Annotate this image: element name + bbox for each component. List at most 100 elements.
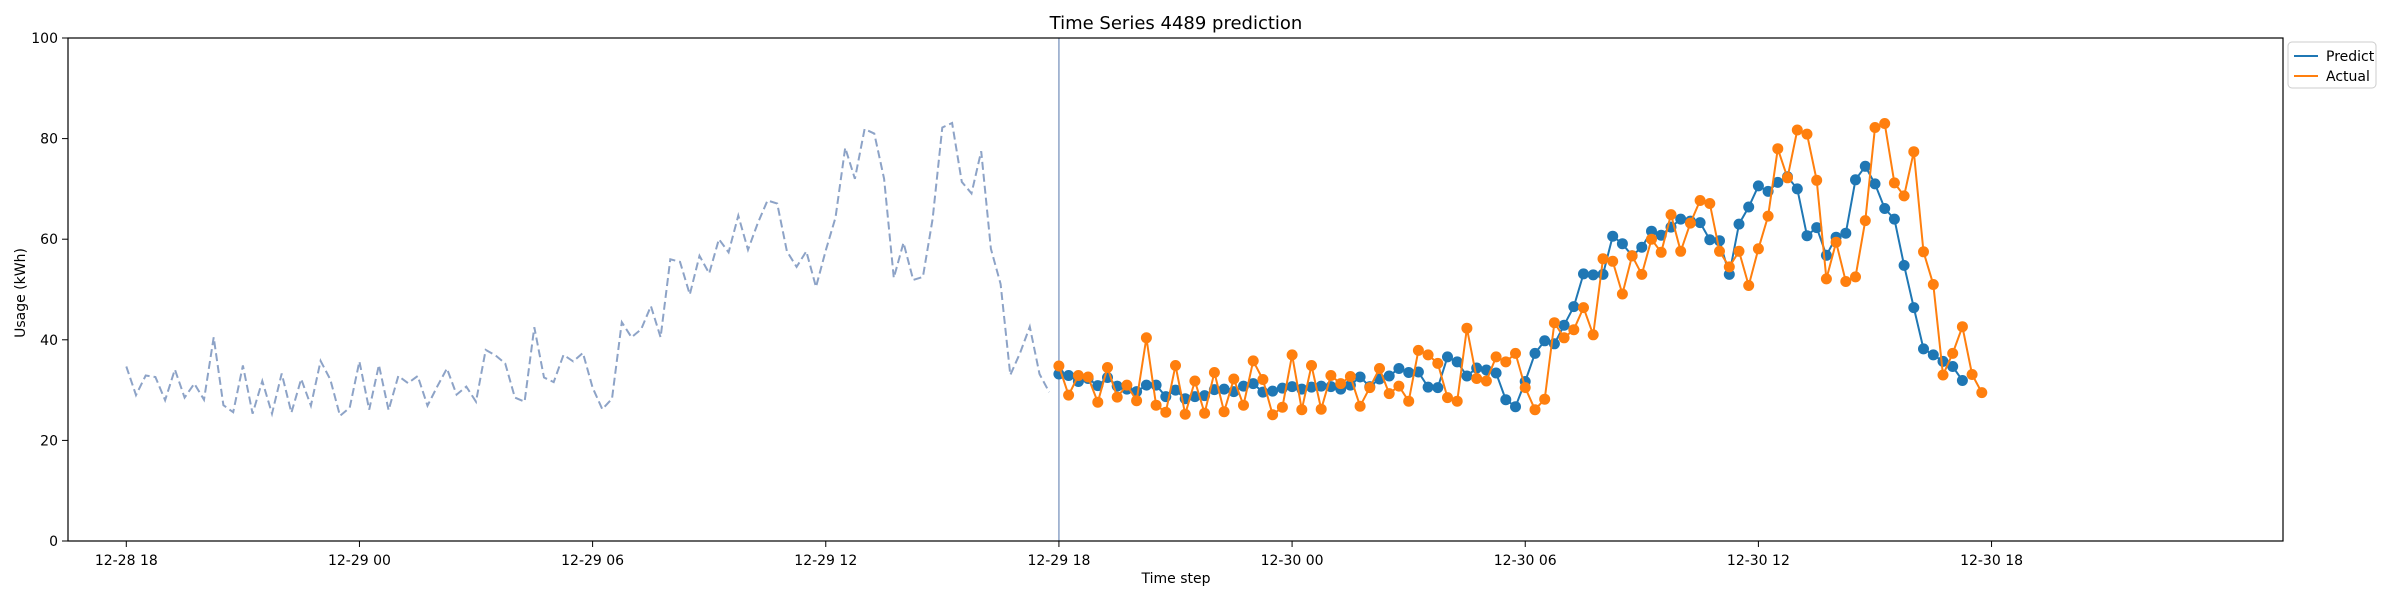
actual-point <box>1626 250 1638 262</box>
predict-point <box>1597 268 1609 280</box>
actual-point <box>1150 399 1162 411</box>
actual-point <box>1723 261 1735 273</box>
legend: Predict Actual <box>2287 41 2377 89</box>
actual-point <box>1072 370 1084 381</box>
actual-point <box>1121 379 1133 391</box>
actual-point <box>1665 209 1677 221</box>
predict-point <box>1947 361 1959 372</box>
predict-point <box>1733 218 1745 230</box>
actual-point <box>1238 399 1249 411</box>
actual-point <box>1636 268 1648 280</box>
actual-point <box>1529 404 1541 416</box>
actual-series-line <box>1057 122 1983 418</box>
x-axis-label: Time step <box>1141 571 1211 587</box>
predict-point <box>1587 269 1599 281</box>
actual-point <box>1082 371 1094 383</box>
predict-point <box>1140 379 1152 391</box>
predict-point <box>1383 370 1395 382</box>
actual-point <box>1597 253 1609 265</box>
actual-point <box>1306 360 1317 371</box>
y-tick-label: 100 <box>31 31 58 47</box>
x-tick-label: 12-30 06 <box>1494 553 1557 569</box>
predict-point <box>1578 268 1589 280</box>
y-axis: 0 20 40 60 80 100 <box>31 31 68 550</box>
actual-point <box>1548 317 1560 329</box>
actual-point <box>1578 302 1589 314</box>
predict-point <box>1218 383 1230 395</box>
actual-point <box>1170 360 1181 371</box>
actual-point <box>1296 404 1308 416</box>
actual-point <box>1102 362 1113 373</box>
predict-point <box>1646 225 1657 237</box>
predict-point <box>1675 213 1687 225</box>
actual-point <box>1519 382 1531 394</box>
y-tick-label: 20 <box>40 433 58 449</box>
actual-point <box>1898 190 1910 202</box>
actual-point <box>1403 395 1415 407</box>
actual-point <box>1199 407 1211 419</box>
actual-point <box>1140 332 1152 344</box>
actual-point <box>1393 380 1405 392</box>
actual-point <box>1053 360 1065 372</box>
actual-point <box>1646 233 1657 245</box>
predict-point <box>1471 362 1483 374</box>
predict-point <box>1510 401 1521 413</box>
actual-point <box>1956 321 1968 333</box>
predict-point <box>1442 351 1453 363</box>
predict-point <box>1092 380 1104 392</box>
predict-point <box>1539 335 1551 347</box>
actual-point <box>1374 363 1385 374</box>
actual-point <box>1704 198 1716 209</box>
chart-title: Time Series 4489 prediction <box>1049 13 1303 34</box>
actual-point <box>1208 367 1220 378</box>
predict-point <box>1752 180 1764 192</box>
predict-point <box>1432 382 1444 394</box>
predict-point <box>1636 241 1648 253</box>
actual-point <box>1762 210 1774 222</box>
actual-point <box>1694 195 1706 206</box>
predict-point <box>1607 230 1619 242</box>
predict-point <box>1403 367 1415 378</box>
actual-point <box>1257 374 1269 385</box>
actual-point <box>1432 357 1444 369</box>
y-axis-label: Usage (kWh) <box>13 248 29 338</box>
x-tick-label: 12-30 12 <box>1727 553 1790 569</box>
actual-point <box>1276 401 1288 413</box>
x-tick-label: 12-30 18 <box>1960 553 2023 569</box>
predict-point <box>1704 234 1716 246</box>
predict-point <box>1918 343 1929 355</box>
actual-point <box>1412 344 1424 356</box>
actual-point <box>1344 371 1356 382</box>
actual-point <box>1286 349 1298 361</box>
actual-point <box>1131 395 1143 407</box>
actual-point <box>1364 382 1376 394</box>
actual-point <box>1451 395 1463 407</box>
actual-point <box>1840 276 1852 287</box>
predict-point <box>1850 174 1861 186</box>
predict-point <box>1568 301 1580 313</box>
x-tick-label: 12-29 12 <box>794 553 857 569</box>
predict-point <box>1500 394 1512 406</box>
actual-point <box>1092 396 1104 408</box>
actual-point <box>1791 124 1803 136</box>
predict-point <box>1393 363 1405 374</box>
actual-point <box>1568 324 1580 336</box>
actual-point <box>1607 255 1619 267</box>
predict-point <box>1315 380 1327 392</box>
predict-point <box>1898 259 1910 271</box>
predict-point <box>1869 178 1881 190</box>
y-tick-label: 40 <box>40 333 58 349</box>
actual-point <box>1480 375 1492 387</box>
predict-point <box>1286 381 1298 393</box>
predict-point <box>1811 222 1823 234</box>
predict-point <box>1791 183 1803 195</box>
predict-point <box>1490 367 1502 379</box>
predict-point <box>1451 356 1463 368</box>
actual-point <box>1471 373 1483 384</box>
actual-point <box>1801 128 1813 140</box>
predict-point <box>1063 370 1075 381</box>
predict-point <box>1888 213 1900 225</box>
actual-point <box>1820 273 1832 285</box>
actual-point <box>1616 288 1628 300</box>
